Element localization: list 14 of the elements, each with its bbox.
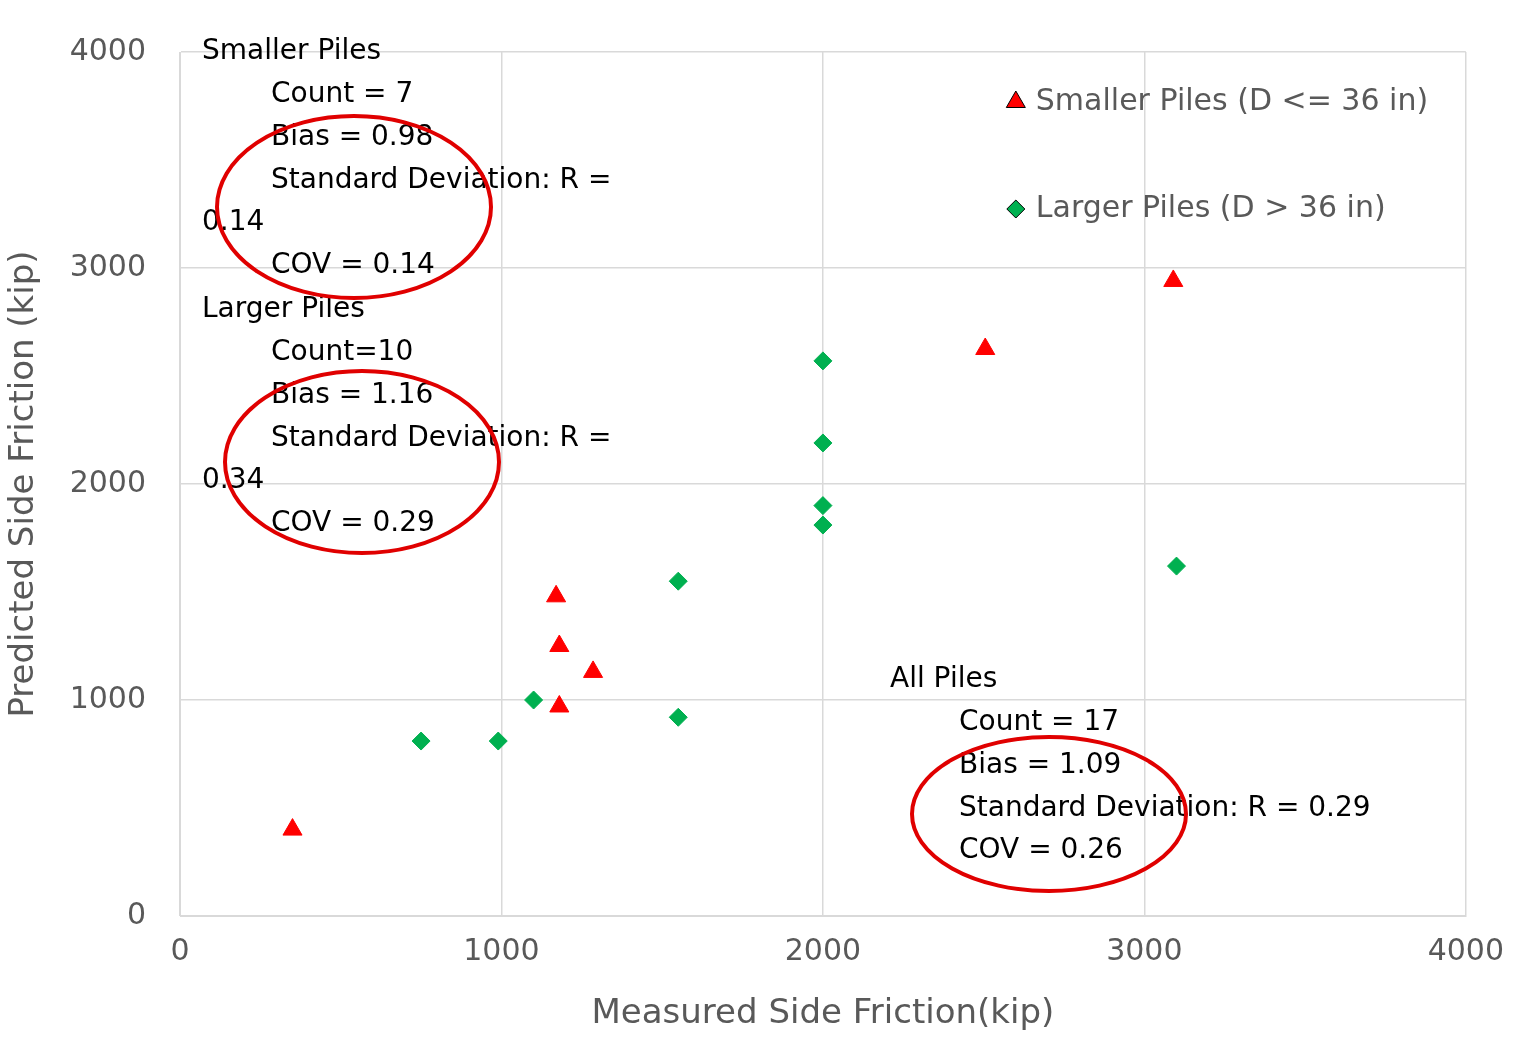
x-tick-label: 2000 <box>784 931 862 967</box>
y-tick-label: 4000 <box>69 31 146 67</box>
y-axis-title: Predicted Side Friction (kip) <box>1 250 42 718</box>
y-tick-label: 0 <box>126 895 146 931</box>
y-tick-label: 3000 <box>69 247 146 283</box>
legend-label: Larger Piles (D > 36 in) <box>1035 188 1386 224</box>
x-tick-label: 3000 <box>1106 931 1183 967</box>
y-tick-label: 2000 <box>69 463 146 499</box>
x-tick-label: 0 <box>170 931 190 967</box>
legend-label: Smaller Piles (D <= 36 in) <box>1035 81 1429 117</box>
x-axis-title: Measured Side Friction(kip) <box>591 991 1055 1032</box>
x-tick-label: 1000 <box>463 931 540 967</box>
x-tick-label: 4000 <box>1427 931 1505 967</box>
y-tick-label: 1000 <box>69 679 146 715</box>
